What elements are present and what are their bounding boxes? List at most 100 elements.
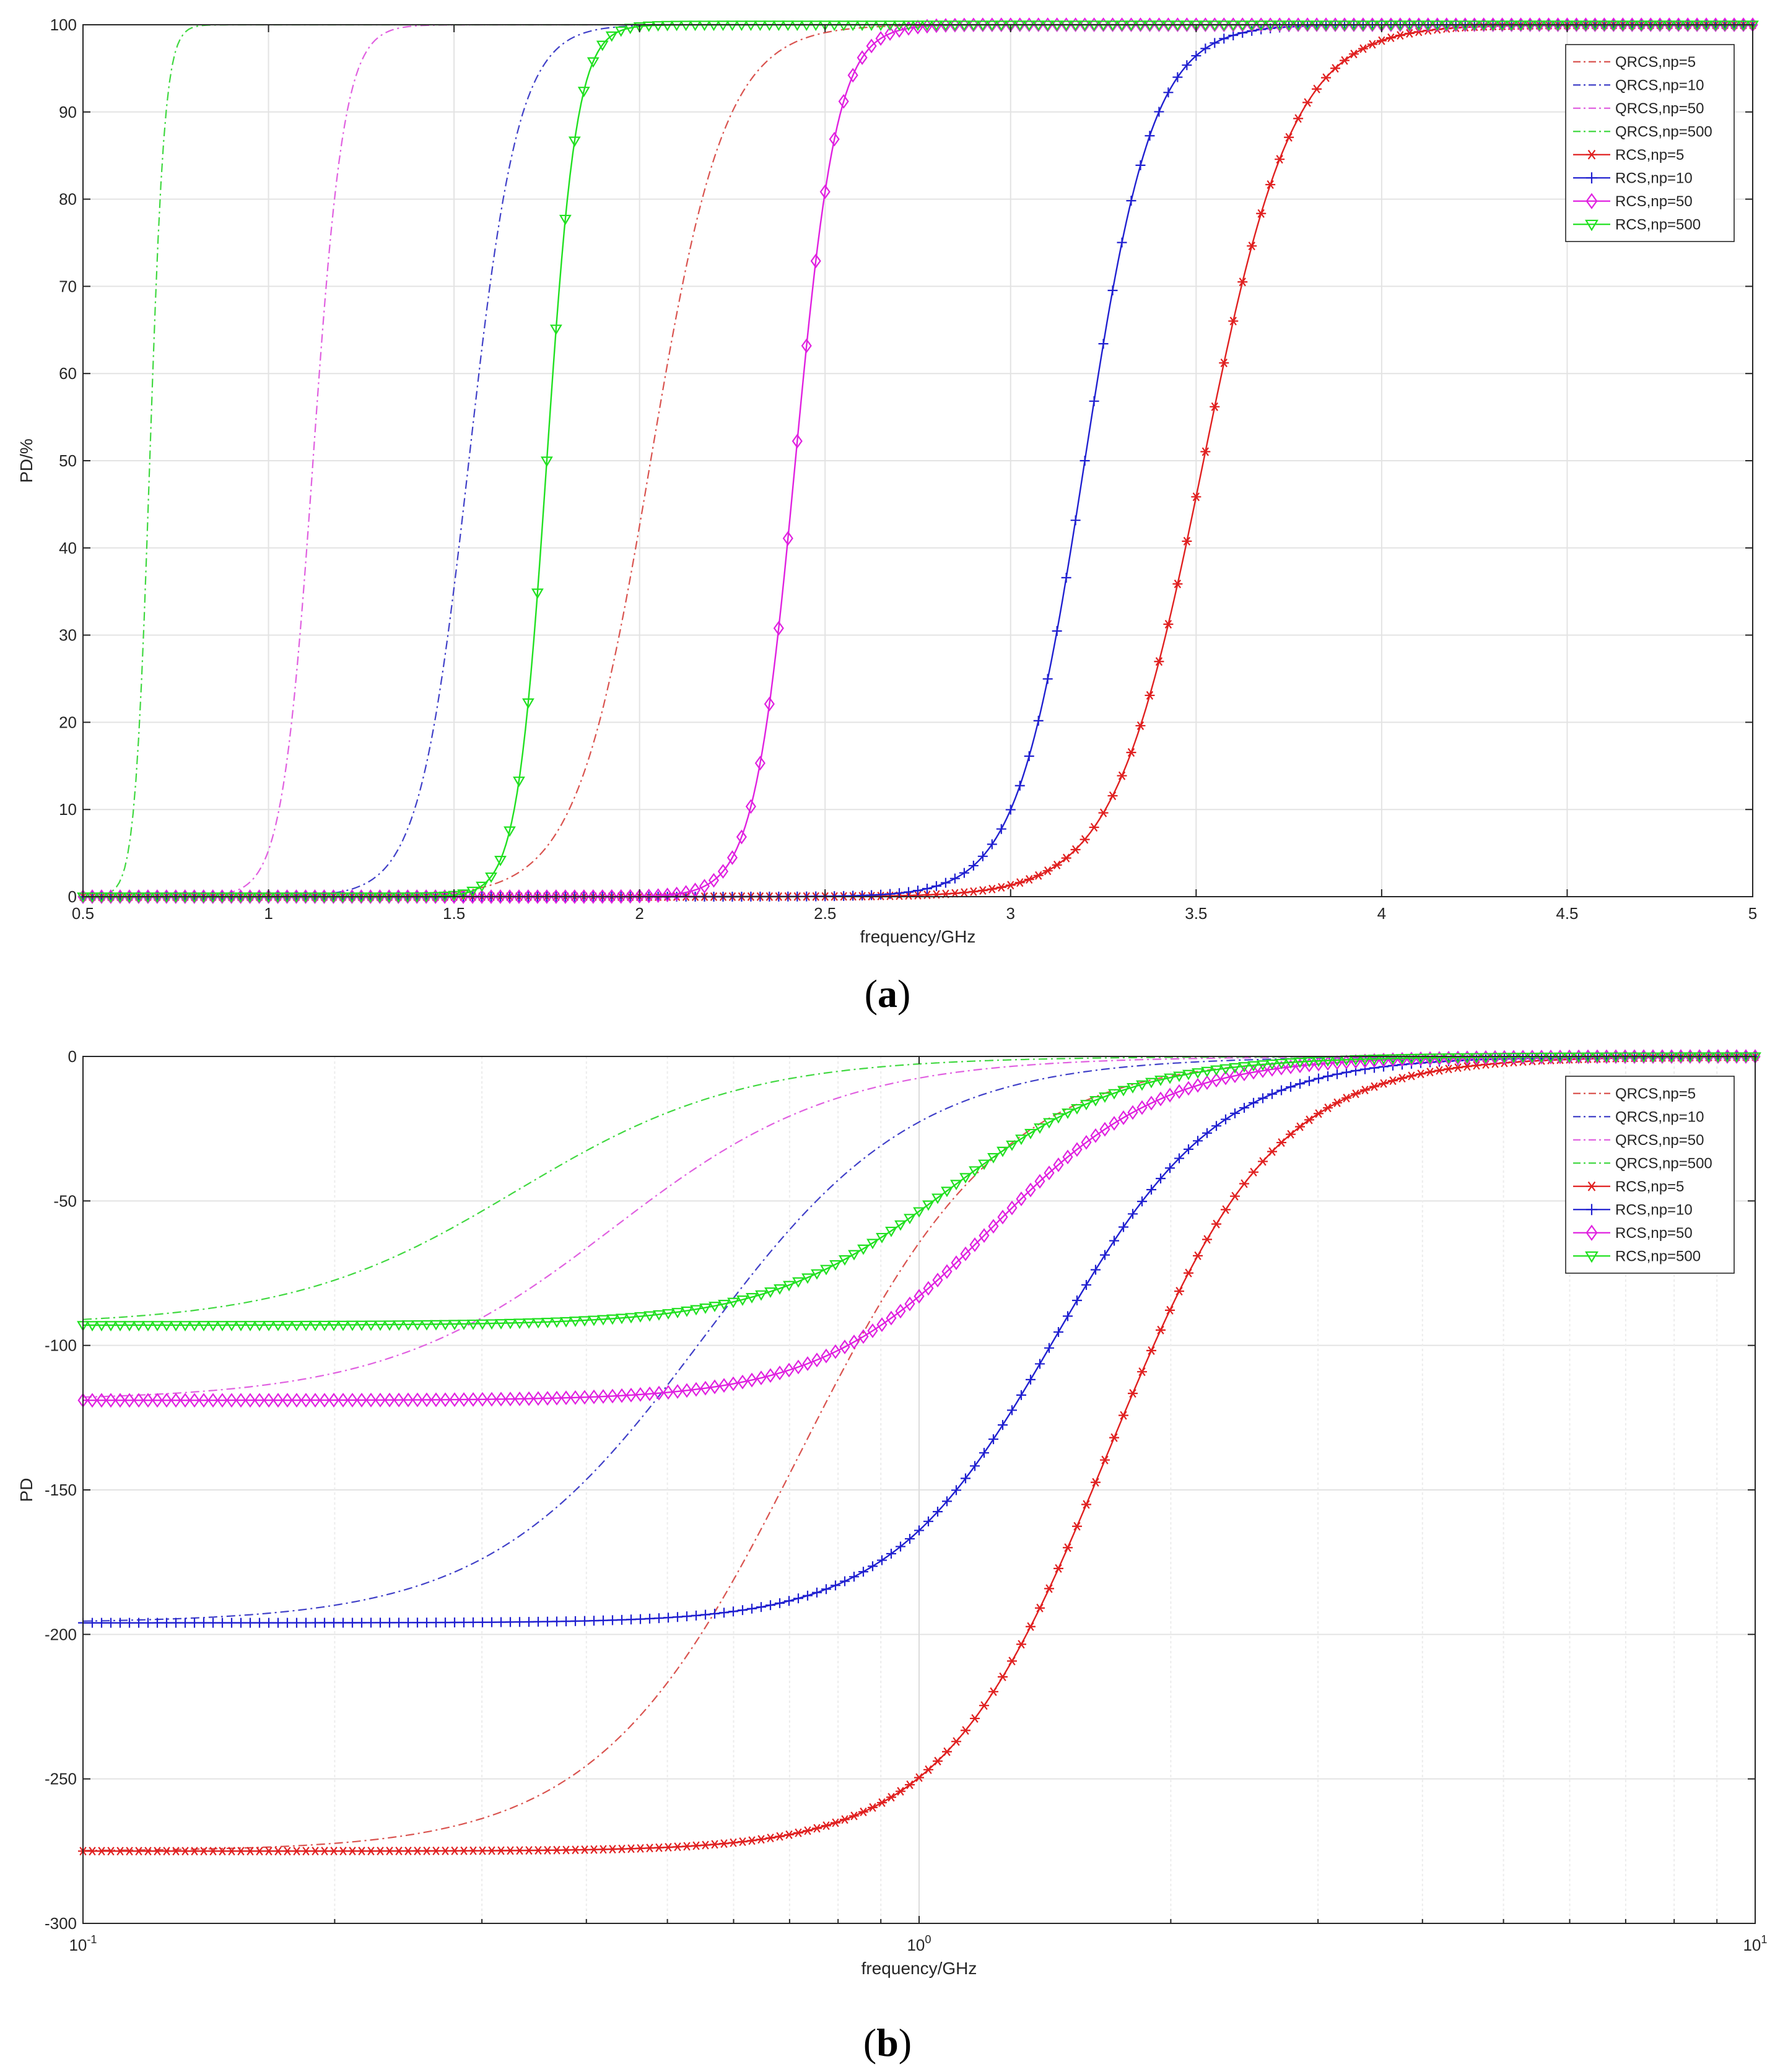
data-point [216, 892, 229, 903]
data-point [1453, 1063, 1463, 1073]
data-point [625, 1313, 637, 1324]
data-point [605, 31, 618, 42]
data-point [1239, 1179, 1249, 1188]
data-point [273, 1847, 283, 1856]
data-point [207, 1393, 219, 1408]
data-point [738, 1837, 748, 1847]
data-point [838, 94, 849, 109]
data-point [1182, 60, 1192, 71]
data-point [450, 1846, 460, 1855]
data-point [681, 1306, 693, 1317]
data-point [1421, 20, 1434, 32]
data-point [765, 1600, 775, 1611]
data-point [736, 829, 747, 845]
data-point [1700, 20, 1713, 32]
data-point [255, 1617, 264, 1628]
data-point [1191, 492, 1202, 502]
data-point [1154, 107, 1164, 117]
data-point [1591, 1052, 1603, 1063]
data-point [1579, 20, 1592, 32]
data-point [1145, 131, 1155, 141]
data-point [896, 1787, 905, 1796]
data-point [272, 1321, 284, 1331]
data-point [1332, 1069, 1342, 1079]
data-point [1737, 20, 1750, 32]
legend-marker [1586, 1181, 1597, 1191]
data-point [1314, 1073, 1324, 1084]
data-point [979, 1701, 989, 1710]
data-point [1656, 1052, 1668, 1063]
data-point [1312, 1056, 1325, 1068]
data-point [597, 889, 608, 904]
data-point [459, 1846, 469, 1855]
x-tick-label: 5 [1748, 904, 1757, 923]
data-point [1311, 20, 1323, 32]
data-point [765, 1368, 776, 1383]
data-point [1564, 1049, 1575, 1064]
data-point [1376, 36, 1387, 45]
data-point [829, 131, 840, 147]
data-point [626, 1387, 637, 1403]
data-point [476, 881, 488, 892]
data-point [1275, 1058, 1288, 1069]
data-point [1230, 1191, 1240, 1201]
data-point [1063, 1311, 1073, 1321]
data-point [1137, 1196, 1147, 1207]
data-point [754, 20, 767, 32]
data-point [1572, 1052, 1585, 1063]
data-point [913, 886, 923, 896]
data-point [170, 1393, 181, 1408]
data-point [290, 1320, 303, 1331]
data-point [1320, 20, 1332, 32]
data-point [1118, 1110, 1129, 1125]
x-tick-label: 4.5 [1556, 904, 1578, 923]
data-point [385, 1617, 395, 1628]
data-point [1395, 31, 1405, 40]
data-point [948, 20, 961, 32]
data-point [700, 1380, 711, 1396]
data-point [347, 1847, 357, 1856]
data-point [1647, 1052, 1659, 1063]
data-point [1480, 1050, 1491, 1065]
data-point [719, 1608, 729, 1618]
data-point [533, 1391, 544, 1406]
data-point [486, 1319, 498, 1330]
data-point [1229, 1068, 1241, 1084]
data-point [1440, 20, 1453, 32]
data-point [1005, 881, 1016, 890]
data-point [477, 1391, 488, 1407]
legend-item: RCS,np=50 [1573, 1224, 1693, 1242]
data-point [375, 1617, 385, 1628]
data-point [1626, 20, 1639, 32]
data-point [1062, 1149, 1073, 1165]
data-point [988, 1687, 998, 1696]
data-point [1162, 20, 1175, 32]
data-point [1089, 396, 1099, 406]
data-point [1210, 402, 1220, 411]
data-point [1135, 160, 1146, 170]
data-point [412, 1846, 422, 1856]
data-point [858, 1807, 868, 1817]
data-point [533, 1845, 543, 1855]
data-point [327, 892, 340, 903]
data-point [662, 887, 673, 903]
data-point [132, 892, 145, 903]
data-point [494, 856, 507, 866]
data-point [570, 1616, 580, 1626]
data-point [1555, 1049, 1566, 1064]
data-point [496, 1617, 506, 1627]
data-point [207, 1321, 219, 1332]
data-point [551, 1317, 563, 1328]
data-point [1286, 1082, 1296, 1092]
y-tick-label: 80 [59, 190, 77, 209]
data-point [598, 1389, 609, 1404]
data-point [254, 1393, 265, 1408]
data-point [765, 1834, 775, 1843]
data-point [309, 1320, 321, 1331]
data-point [531, 588, 544, 599]
data-point [1004, 20, 1017, 32]
data-point [1098, 808, 1109, 817]
data-point [468, 1392, 479, 1407]
data-point [957, 20, 970, 32]
